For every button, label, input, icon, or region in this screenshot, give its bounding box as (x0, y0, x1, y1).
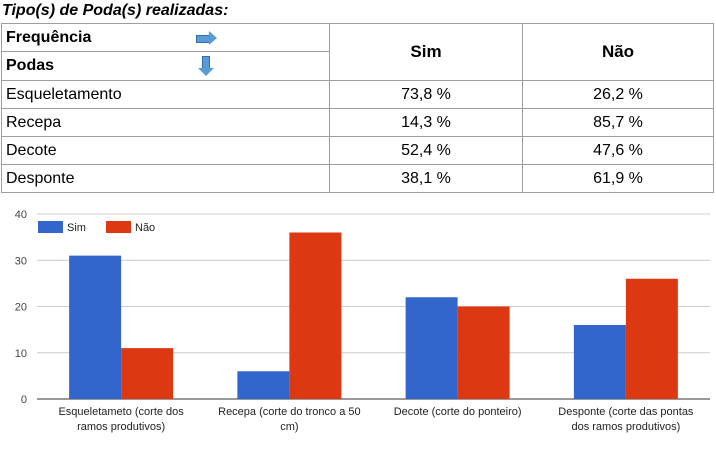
cell-nao: 26,2 % (522, 80, 714, 109)
row-label: Esqueletamento (1, 80, 330, 109)
page-title: Tipo(s) de Poda(s) realizadas: (2, 2, 229, 19)
bar-chart: 0 10 20 30 40 Esqueletameto (corte dos ramos p… (15, 209, 710, 433)
cell-sim: 38,1 % (329, 164, 523, 193)
cell-nao: 61,9 % (522, 164, 714, 193)
header-frequency-row: Frequência (2, 24, 329, 52)
bar-no-1 (289, 232, 342, 399)
bar-no-3 (625, 278, 678, 399)
bar-sim-1 (237, 371, 290, 399)
header-podas-row: Podas (2, 52, 329, 80)
header-podas-label: Podas (6, 57, 55, 74)
x-category-label: Recepa (corte do tronco a 50 (218, 406, 360, 418)
row-label: Recepa (1, 108, 330, 137)
table-row: Esqueletamento 73,8 % 26,2 % (1, 80, 714, 109)
row-label: Decote (1, 136, 330, 165)
legend-swatch (106, 221, 131, 233)
column-header-sim: Sim (329, 23, 523, 81)
table-row: Decote 52,4 % 47,6 % (1, 136, 714, 165)
cell-nao: 47,6 % (522, 136, 714, 165)
x-category-label: Esqueletameto (corte dos (58, 406, 184, 418)
table-row: Recepa 14,3 % 85,7 % (1, 108, 714, 137)
frequency-table: Frequência Podas Sim Não Esqueletamento … (1, 23, 714, 193)
bar-no-2 (457, 306, 510, 399)
x-category-label: dos ramos produtivos) (571, 421, 680, 433)
cell-sim: 52,4 % (329, 136, 523, 165)
cell-sim: 14,3 % (329, 108, 523, 137)
header-frequency-label: Frequência (6, 28, 92, 46)
legend-label: Sim (67, 222, 86, 234)
y-tick-label: 30 (15, 255, 27, 267)
table-header-row: Frequência Podas Sim Não (1, 23, 714, 81)
arrow-right-icon (196, 30, 217, 45)
y-tick-label: 20 (15, 302, 27, 314)
bar-sim-0 (69, 255, 122, 399)
cell-sim: 73,8 % (329, 80, 523, 109)
bar-sim-2 (405, 297, 458, 399)
bar-no-0 (121, 348, 174, 399)
row-label: Desponte (1, 164, 330, 193)
column-header-nao: Não (522, 23, 714, 81)
bar-sim-3 (573, 325, 626, 399)
y-tick-label: 10 (15, 348, 27, 360)
y-tick-label: 40 (15, 209, 27, 221)
x-category-label: cm) (280, 421, 298, 433)
x-category-label: Decote (corte do ponteiro) (394, 406, 522, 418)
legend-swatch (38, 221, 63, 233)
arrow-down-icon (198, 56, 214, 76)
legend-label: Não (135, 222, 155, 234)
y-tick-label: 0 (21, 394, 27, 406)
header-corner-cell: Frequência Podas (1, 23, 330, 81)
x-category-label: Desponte (corte das pontas (558, 406, 694, 418)
cell-nao: 85,7 % (522, 108, 714, 137)
table-row: Desponte 38,1 % 61,9 % (1, 164, 714, 193)
x-category-label: ramos produtivos) (77, 421, 165, 433)
